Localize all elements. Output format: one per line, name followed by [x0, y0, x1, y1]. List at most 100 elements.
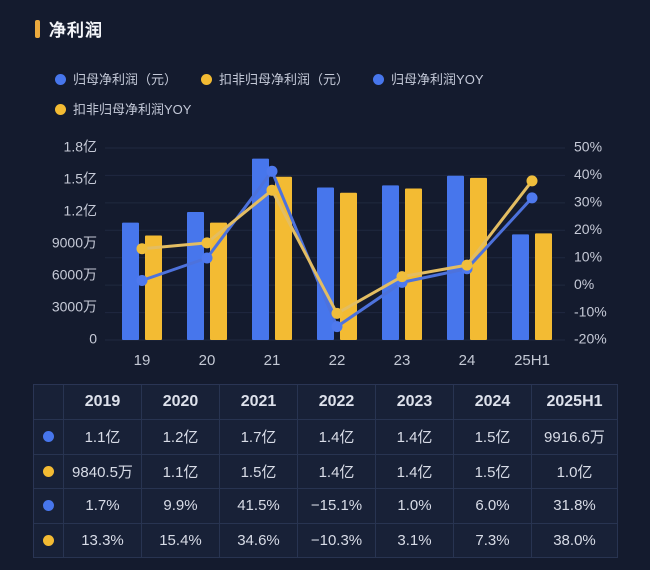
table-cell: −15.1% — [298, 489, 376, 524]
table-cell: 38.0% — [532, 523, 618, 558]
axis-label-x: 20 — [199, 352, 216, 369]
table-cell: 1.5亿 — [454, 454, 532, 489]
net-profit-chart[interactable]: 1.8亿 1.5亿 1.2亿 9000万 6000万 3000万 0 50% 40% 30% 20%… — [0, 135, 650, 383]
axis-label-x: 25H1 — [514, 352, 550, 369]
axis-label-left: 1.2亿 — [64, 203, 97, 219]
table-cell: 6.0% — [454, 489, 532, 524]
axis-label-left: 1.5亿 — [64, 171, 97, 187]
bar — [535, 233, 552, 340]
axis-label-right: -10% — [574, 303, 607, 319]
axis-label-left: 1.8亿 — [64, 139, 97, 155]
bar — [447, 175, 464, 340]
table-header-cell: 2024 — [454, 385, 532, 420]
table-cell: 41.5% — [220, 489, 298, 524]
legend-dot-icon — [55, 104, 66, 115]
table-cell: 1.7亿 — [220, 420, 298, 455]
title-accent-bar — [35, 19, 40, 38]
panel-title-row: 净利润 — [35, 16, 103, 41]
table-cell: 1.5亿 — [220, 454, 298, 489]
chart-legend: 归母净利润（元） 扣非归母净利润（元） 归母净利润YOY 扣非归母净利润YOY — [55, 70, 610, 119]
table-cell: 1.4亿 — [298, 420, 376, 455]
axis-label-right: 50% — [574, 139, 602, 155]
series-dot-icon — [43, 500, 54, 512]
table-header-cell — [34, 385, 64, 420]
table-header-cell: 2025H1 — [532, 385, 618, 420]
line-point — [201, 237, 213, 249]
table-cell: 9916.6万 — [532, 420, 618, 455]
axis-label-right: 20% — [574, 221, 602, 237]
line-point — [266, 165, 278, 177]
table-cell: 9.9% — [142, 489, 220, 524]
axis-label-right: 30% — [574, 194, 602, 210]
axis-label-right: 10% — [574, 248, 602, 264]
axis-label-left: 0 — [89, 331, 97, 347]
line-point — [201, 252, 213, 264]
axis-label-x: 23 — [394, 352, 411, 369]
line-point — [331, 321, 343, 333]
bar — [512, 234, 529, 340]
series-dot-icon — [43, 534, 54, 546]
table-cell: 1.1亿 — [142, 454, 220, 489]
line-point — [526, 175, 538, 187]
legend-item-deducted-net-profit[interactable]: 扣非归母净利润（元） — [201, 70, 349, 89]
table-cell: 15.4% — [142, 523, 220, 558]
table-header-cell: 2023 — [376, 385, 454, 420]
bar — [405, 188, 422, 340]
line-point — [331, 307, 343, 319]
table-header-cell: 2020 — [142, 385, 220, 420]
table-header-cell: 2019 — [64, 385, 142, 420]
axis-label-right: 40% — [574, 166, 602, 182]
axis-label-right: -20% — [574, 331, 607, 347]
table-cell: 3.1% — [376, 523, 454, 558]
table-cell: −10.3% — [298, 523, 376, 558]
series-dot-cell — [34, 489, 64, 524]
legend-dot-icon — [201, 74, 213, 85]
bar — [145, 235, 162, 340]
line-point — [136, 275, 148, 286]
table-cell: 1.5亿 — [454, 420, 532, 455]
legend-item-parent-net-profit-yoy[interactable]: 归母净利润YOY — [373, 70, 484, 89]
table-header-cell: 2021 — [220, 385, 298, 420]
legend-dot-icon — [373, 74, 385, 85]
page-title: 净利润 — [49, 21, 103, 40]
series-dot-cell — [34, 523, 64, 558]
axis-label-x: 21 — [264, 352, 281, 369]
legend-dot-icon — [55, 74, 66, 85]
series-dot-cell — [34, 420, 64, 455]
line-point — [396, 271, 408, 283]
table-cell: 13.3% — [64, 523, 142, 558]
table-cell: 1.4亿 — [376, 454, 454, 489]
axis-label-left: 9000万 — [52, 235, 97, 251]
table-cell: 9840.5万 — [64, 454, 142, 489]
table-cell: 31.8% — [532, 489, 618, 524]
table-cell: 34.6% — [220, 523, 298, 558]
table-cell: 1.2亿 — [142, 420, 220, 455]
table-cell: 7.3% — [454, 523, 532, 558]
legend-item-parent-net-profit[interactable]: 归母净利润（元） — [55, 70, 177, 89]
net-profit-table: 2019 2020 2021 2022 2023 2024 2025H1 1.1亿 1.2亿 1.… — [33, 384, 618, 558]
table-cell: 1.1亿 — [64, 420, 142, 455]
legend-label: 扣非归母净利润YOY — [73, 102, 192, 117]
bar — [187, 212, 204, 340]
axis-label-x: 22 — [329, 352, 346, 369]
bar — [470, 177, 487, 340]
legend-label: 归母净利润YOY — [391, 72, 484, 87]
line-point — [526, 192, 538, 204]
axis-label-left: 3000万 — [52, 299, 97, 315]
legend-label: 扣非归母净利润（元） — [219, 72, 350, 87]
bar — [122, 222, 139, 340]
table-cell: 1.7% — [64, 489, 142, 524]
series-dot-icon — [43, 465, 54, 477]
axis-label-x: 19 — [134, 352, 151, 369]
line-point — [136, 243, 148, 255]
bar — [210, 222, 227, 340]
axis-label-x: 24 — [459, 352, 476, 369]
legend-item-deducted-net-profit-yoy[interactable]: 扣非归母净利润YOY — [55, 100, 191, 119]
line-point — [461, 259, 473, 271]
axis-label-right: 0% — [574, 276, 594, 292]
bar — [382, 185, 399, 340]
axis-label-left: 6000万 — [52, 267, 97, 283]
table-header-cell: 2022 — [298, 385, 376, 420]
table-cell: 1.4亿 — [298, 454, 376, 489]
table-cell: 1.0% — [376, 489, 454, 524]
